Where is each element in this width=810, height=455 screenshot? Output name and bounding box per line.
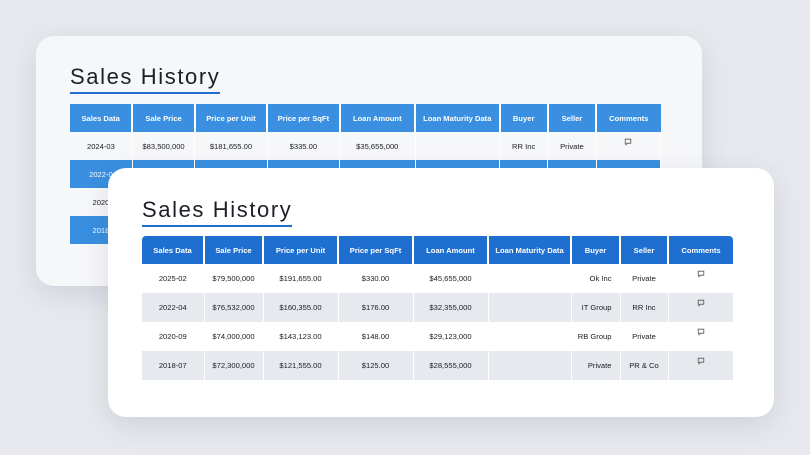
cell-seller: Private xyxy=(620,264,669,293)
column-header-buyer[interactable]: Buyer xyxy=(571,236,621,264)
cell-buyer: Private xyxy=(571,351,621,380)
column-header-sales-data[interactable]: Sales Data xyxy=(142,236,205,264)
column-header-seller[interactable]: Seller xyxy=(547,104,598,132)
cell-sale-price: $76,532,000 xyxy=(204,293,264,322)
cell-price-per-sqft: $176.00 xyxy=(338,293,414,322)
cell-buyer: RB Group xyxy=(571,322,621,351)
table-header-row: Sales Data Sale Price Price per Unit Pri… xyxy=(142,236,733,264)
cell-seller: RR Inc xyxy=(620,293,669,322)
table-row[interactable]: 2018-07 $72,300,000 $121,555.00 $125.00 … xyxy=(142,351,734,380)
cell-date: 2025-02 xyxy=(142,264,205,293)
cell-loan-amount: $35,655,000 xyxy=(339,132,416,160)
column-header-loan-amount[interactable]: Loan Amount xyxy=(339,104,417,132)
table-row[interactable]: 2025-02 $79,500,000 $191,655.00 $330.00 … xyxy=(142,264,734,293)
column-header-price-per-sqft[interactable]: Price per SqFt xyxy=(267,104,341,132)
cell-sale-price: $83,500,000 xyxy=(132,132,196,160)
cell-price-per-unit: $143,123.00 xyxy=(263,322,339,351)
cell-comments xyxy=(596,132,662,160)
table-header-row: Sales Data Sale Price Price per Unit Pri… xyxy=(70,104,661,132)
cell-loan-amount: $32,355,000 xyxy=(413,293,489,322)
card-title: Sales History xyxy=(142,197,293,227)
column-header-comments[interactable]: Comments xyxy=(668,236,733,264)
table-row[interactable]: 2024-03 $83,500,000 $181,655.00 $335.00 … xyxy=(70,132,662,160)
column-header-price-per-unit[interactable]: Price per Unit xyxy=(263,236,339,264)
cell-loan-amount: $28,555,000 xyxy=(413,351,489,380)
cell-sale-price: $72,300,000 xyxy=(204,351,264,380)
column-header-loan-amount[interactable]: Loan Amount xyxy=(413,236,489,264)
card-title: Sales History xyxy=(70,64,221,94)
cell-price-per-unit: $191,655.00 xyxy=(263,264,339,293)
table-row[interactable]: 2022-04 $76,532,000 $160,355.00 $176.00 … xyxy=(142,293,734,322)
comment-icon[interactable] xyxy=(697,299,705,307)
column-header-sale-price[interactable]: Sale Price xyxy=(204,236,264,264)
table-row[interactable]: 2020-09 $74,000,000 $143,123.00 $148.00 … xyxy=(142,322,734,351)
cell-buyer: IT Group xyxy=(571,293,621,322)
cell-price-per-unit: $121,555.00 xyxy=(263,351,339,380)
column-header-price-per-unit[interactable]: Price per Unit xyxy=(194,104,269,132)
cell-seller: Private xyxy=(620,322,669,351)
cell-loan-maturity xyxy=(488,264,572,293)
cell-comments xyxy=(668,322,734,351)
cell-price-per-unit: $181,655.00 xyxy=(194,132,268,160)
cell-loan-maturity xyxy=(488,293,572,322)
cell-loan-amount: $29,123,000 xyxy=(413,322,489,351)
cell-loan-maturity xyxy=(488,351,572,380)
cell-comments xyxy=(668,351,734,380)
cell-price-per-sqft: $148.00 xyxy=(338,322,414,351)
column-header-loan-maturity[interactable]: Loan Maturity Data xyxy=(488,236,572,264)
cell-price-per-sqft: $335.00 xyxy=(267,132,341,160)
column-header-seller[interactable]: Seller xyxy=(620,236,669,264)
column-header-comments[interactable]: Comments xyxy=(596,104,661,132)
cell-loan-amount: $45,655,000 xyxy=(413,264,489,293)
comment-icon[interactable] xyxy=(697,270,705,278)
cell-date: 2022-04 xyxy=(142,293,205,322)
comment-icon[interactable] xyxy=(697,328,705,336)
comment-icon[interactable] xyxy=(697,357,705,365)
cell-buyer: RR Inc xyxy=(499,132,549,160)
cell-sale-price: $79,500,000 xyxy=(204,264,264,293)
cell-sale-price: $74,000,000 xyxy=(204,322,264,351)
column-header-price-per-sqft[interactable]: Price per SqFt xyxy=(338,236,414,264)
cell-date: 2024-03 xyxy=(70,132,133,160)
cell-comments xyxy=(668,293,734,322)
cell-comments xyxy=(668,264,734,293)
sales-history-table: Sales Data Sale Price Price per Unit Pri… xyxy=(142,236,734,380)
cell-price-per-sqft: $125.00 xyxy=(338,351,414,380)
cell-date: 2018-07 xyxy=(142,351,205,380)
cell-loan-maturity xyxy=(488,322,572,351)
sales-history-card-front: Sales History Sales Data Sale Price Pric… xyxy=(108,168,774,417)
cell-price-per-sqft: $330.00 xyxy=(338,264,414,293)
comment-icon[interactable] xyxy=(624,138,632,146)
column-header-buyer[interactable]: Buyer xyxy=(499,104,549,132)
cell-price-per-unit: $160,355.00 xyxy=(263,293,339,322)
cell-seller: Private xyxy=(547,132,597,160)
column-header-sales-data[interactable]: Sales Data xyxy=(70,104,134,132)
cell-buyer: Ok Inc xyxy=(571,264,621,293)
column-header-sale-price[interactable]: Sale Price xyxy=(132,104,196,132)
cell-seller: PR & Co xyxy=(620,351,669,380)
cell-date: 2020-09 xyxy=(142,322,205,351)
cell-loan-maturity xyxy=(415,132,500,160)
column-header-loan-maturity[interactable]: Loan Maturity Data xyxy=(415,104,501,132)
